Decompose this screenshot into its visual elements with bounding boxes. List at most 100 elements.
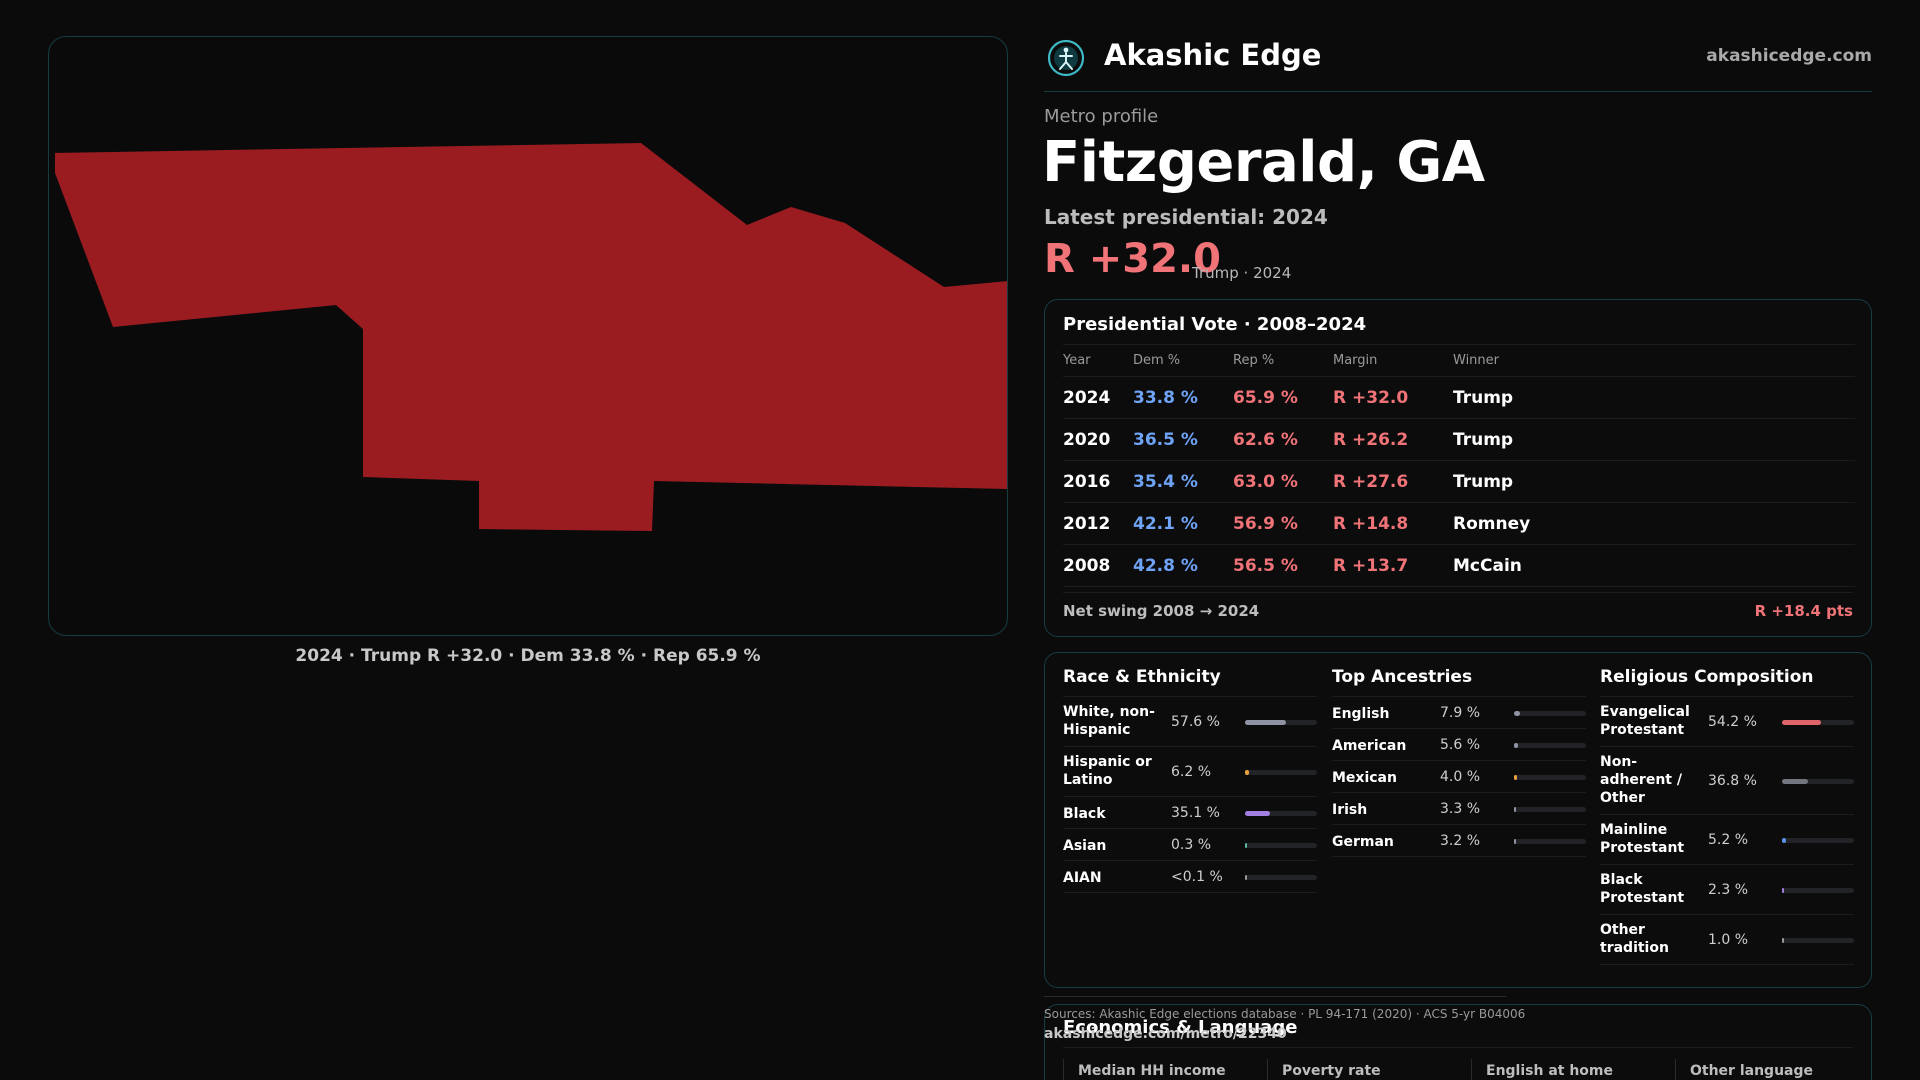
list-item: Irish 3.3 % [1332, 793, 1586, 825]
list-item: White, non-Hispanic 57.6 % [1063, 697, 1317, 747]
percent-bar [1782, 937, 1854, 943]
percent-bar-fill [1514, 742, 1519, 748]
col-dem: Dem % [1133, 344, 1233, 377]
percent-bar-fill [1782, 887, 1784, 893]
item-value: 3.3 % [1440, 801, 1481, 817]
presidential-vote-card: Presidential Vote · 2008–2024 Year Dem %… [1044, 299, 1872, 637]
percent-bar [1514, 806, 1586, 812]
metro-boundary-map[interactable] [49, 37, 1008, 636]
site-link[interactable]: akashicedge.com [1706, 46, 1872, 66]
list-item: Non-adherent / Other 36.8 % [1600, 747, 1854, 815]
dem-cell: 36.5 % [1133, 418, 1233, 461]
religion-list: Evangelical Protestant 54.2 % Non-adherent… [1600, 697, 1854, 965]
vote-card-title: Presidential Vote · 2008–2024 [1063, 314, 1367, 335]
list-item: Mainline Protestant 5.2 % [1600, 815, 1854, 865]
item-label: English [1332, 706, 1390, 722]
item-label: White, non-Hispanic [1063, 704, 1155, 738]
religion-title: Religious Composition [1600, 667, 1854, 697]
race-title: Race & Ethnicity [1063, 667, 1317, 697]
percent-bar [1245, 810, 1317, 816]
ancestry-title: Top Ancestries [1332, 667, 1586, 697]
demographics-card: Race & Ethnicity White, non-Hispanic 57.6… [1044, 652, 1872, 988]
dem-cell: 42.1 % [1133, 502, 1233, 545]
col-margin: Margin [1333, 344, 1453, 377]
percent-bar-fill [1514, 806, 1517, 812]
margin-cell: R +27.6 [1333, 460, 1453, 503]
list-item: Other tradition 1.0 % [1600, 915, 1854, 965]
dem-cell: 33.8 % [1133, 376, 1233, 419]
percent-bar [1245, 842, 1317, 848]
dem-cell: 42.8 % [1133, 544, 1233, 587]
percent-bar-fill [1245, 810, 1271, 816]
percent-bar [1782, 719, 1854, 725]
item-label: AIAN [1063, 870, 1102, 886]
list-item: German 3.2 % [1332, 825, 1586, 857]
item-value: 7.9 % [1440, 705, 1481, 721]
winner-cell: Romney [1453, 502, 1855, 545]
percent-bar [1782, 778, 1854, 784]
percent-bar-fill [1245, 769, 1250, 775]
divider [1063, 1059, 1064, 1080]
map-panel[interactable] [48, 36, 1008, 636]
ancestry-section: Top Ancestries English 7.9 % American 5.6 %… [1332, 667, 1586, 857]
list-item: Black 35.1 % [1063, 797, 1317, 829]
net-swing-value: R +18.4 pts [1754, 602, 1853, 620]
item-value: 3.2 % [1440, 833, 1481, 849]
percent-bar [1245, 719, 1317, 725]
compass-figure-icon[interactable] [1044, 36, 1088, 80]
economics-card: Economics & Language Median HH income Po… [1044, 1004, 1872, 1080]
divider [1044, 996, 1506, 997]
item-value: 1.0 % [1708, 932, 1749, 948]
percent-bar [1514, 742, 1586, 748]
list-item: AIAN <0.1 % [1063, 861, 1317, 893]
item-label: Hispanic or Latino [1063, 754, 1152, 788]
percent-bar [1245, 874, 1317, 880]
percent-bar [1514, 710, 1586, 716]
percent-bar-fill [1782, 719, 1822, 725]
ancestry-list: English 7.9 % American 5.6 % Mexican 4.0 % Iri… [1332, 697, 1586, 857]
item-label: Mexican [1332, 770, 1397, 786]
list-item: Hispanic or Latino 6.2 % [1063, 747, 1317, 797]
year-cell: 2012 [1063, 502, 1133, 545]
race-ethnicity-section: Race & Ethnicity White, non-Hispanic 57.6… [1063, 667, 1317, 893]
net-swing-label: Net swing 2008 → 2024 [1063, 602, 1260, 620]
metro-boundary-shape[interactable] [51, 143, 1008, 531]
dem-cell: 35.4 % [1133, 460, 1233, 503]
list-item: Evangelical Protestant 54.2 % [1600, 697, 1854, 747]
winner-cell: McCain [1453, 544, 1855, 587]
page-title: Fitzgerald, GA [1042, 130, 1485, 195]
divider [1063, 1047, 1853, 1048]
col-year: Year [1063, 344, 1133, 377]
list-item: American 5.6 % [1332, 729, 1586, 761]
map-caption: 2024 · Trump R +32.0 · Dem 33.8 % · Rep … [295, 646, 761, 666]
latest-presidential-label: Latest presidential: 2024 [1044, 205, 1328, 229]
item-value: 0.3 % [1171, 837, 1212, 853]
economics-title: Economics & Language [1063, 1017, 1298, 1038]
list-item: Black Protestant 2.3 % [1600, 865, 1854, 915]
margin-cell: R +14.8 [1333, 502, 1453, 545]
item-value: 57.6 % [1171, 714, 1220, 730]
percent-bar-fill [1782, 837, 1786, 843]
english-home-header: English at home [1486, 1063, 1614, 1079]
divider [1471, 1059, 1472, 1080]
vote-table-header: Year Dem % Rep % Margin Winner [1063, 344, 1855, 377]
sources-link[interactable]: akashicedge.com/metro/22340 [1044, 1026, 1287, 1042]
item-label: German [1332, 834, 1394, 850]
percent-bar [1782, 887, 1854, 893]
percent-bar [1782, 837, 1854, 843]
item-label: Non-adherent / Other [1600, 754, 1682, 806]
col-winner: Winner [1453, 344, 1855, 377]
table-row: 2016 35.4 % 63.0 % R +27.6 Trump [1063, 460, 1855, 503]
item-label: Asian [1063, 838, 1107, 854]
rep-cell: 63.0 % [1233, 460, 1333, 503]
other-language-header: Other language [1690, 1063, 1813, 1079]
percent-bar-fill [1245, 719, 1287, 725]
religion-section: Religious Composition Evangelical Protes… [1600, 667, 1854, 965]
item-label: Black [1063, 806, 1106, 822]
item-value: 5.6 % [1440, 737, 1481, 753]
rep-cell: 56.9 % [1233, 502, 1333, 545]
percent-bar [1514, 838, 1586, 844]
brand-name[interactable]: Akashic Edge [1104, 38, 1322, 72]
item-label: Irish [1332, 802, 1368, 818]
item-value: 36.8 % [1708, 773, 1757, 789]
